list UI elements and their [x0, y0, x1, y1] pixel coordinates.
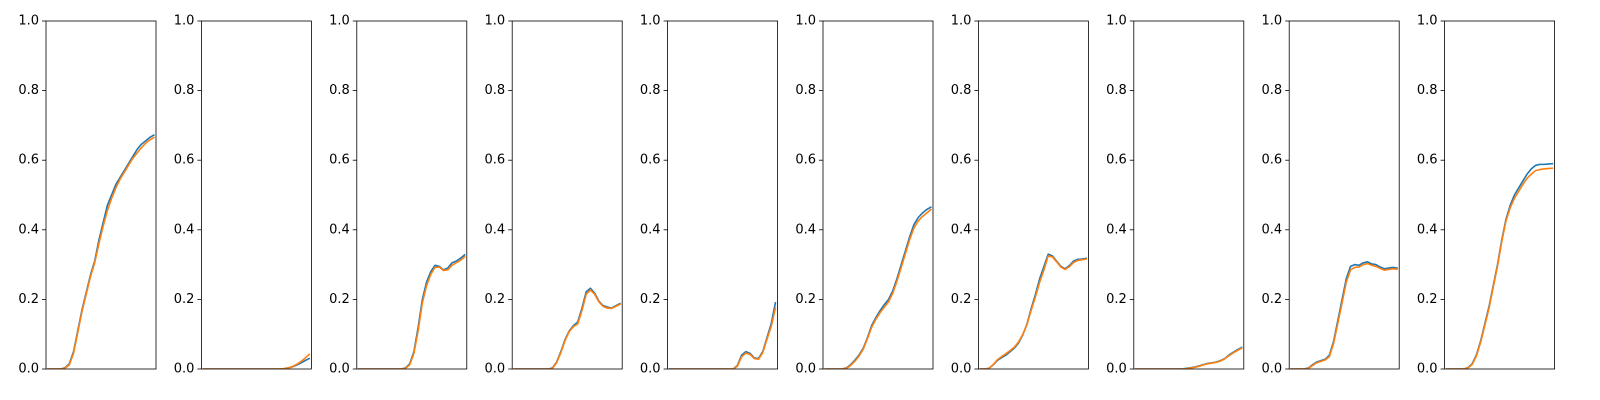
panel-8-axes-frame [1133, 20, 1245, 370]
panel-2-y-tick-label: 0.0 [174, 362, 195, 377]
panel-7-series-1-line [979, 253, 1088, 369]
panel-3-y-tick-label: 0.2 [329, 292, 350, 307]
panel-5-axes-frame [667, 20, 778, 370]
panel-2-y-tick-label: 1.0 [174, 14, 195, 29]
panel-10-y-tick-label: 1.0 [1417, 14, 1438, 29]
panel-10-y-tick-label: 0.8 [1417, 83, 1438, 98]
panel-9-y-tick-label: 0.4 [1262, 222, 1283, 237]
panel-6-y-tick-label: 0.6 [795, 153, 816, 168]
panel-2-y-tick-label: 0.4 [174, 222, 195, 237]
panel-1-y-tick-label: 0.6 [18, 153, 39, 168]
panel-10-y-tick-label: 0.0 [1417, 362, 1438, 377]
panel-2-y-tick-label: 0.8 [174, 83, 195, 98]
panel-4-y-tick-label: 0.2 [485, 292, 506, 307]
panel-4-y-tick-label: 0.4 [485, 222, 506, 237]
panel-3-y-tick-label: 1.0 [329, 14, 350, 29]
panel-6-y-tick-label: 0.2 [795, 292, 816, 307]
panel-3-series-1-line [358, 253, 466, 369]
panel-5-y-tick-label: 0.4 [640, 222, 661, 237]
panel-2-axes-frame [200, 20, 312, 370]
panel-2-series-1-line [202, 357, 311, 369]
panel-8-series-2-line [1135, 347, 1243, 369]
panel-9-y-tick-label: 1.0 [1262, 14, 1283, 29]
panel-5-y-tick-label: 0.2 [640, 292, 661, 307]
panel-3-y-tick-label: 0.4 [329, 222, 350, 237]
panel-3-y-tick-label: 0.8 [329, 83, 350, 98]
panel-9-series-1-line [1290, 261, 1398, 369]
panel-4-series-1-line [513, 287, 622, 369]
panel-10-y-tick-label: 0.2 [1417, 292, 1438, 307]
panel-5-series-2-line [668, 307, 777, 369]
panel-4-y-tick-label: 0.8 [485, 83, 506, 98]
panel-4-y-tick-label: 1.0 [485, 14, 506, 29]
panel-4-y-tick-label: 0.6 [485, 153, 506, 168]
panel-6-y-tick-label: 0.8 [795, 83, 816, 98]
panel-2-y-tick-label: 0.6 [174, 153, 195, 168]
panel-5-y-tick-label: 1.0 [640, 14, 661, 29]
panel-8-y-tick-label: 0.2 [1106, 292, 1127, 307]
panel-7-y-tick-label: 0.6 [951, 153, 972, 168]
panel-1-axes-frame [45, 20, 157, 370]
panel-2-series-2-line [202, 353, 311, 369]
panel-6-y-tick-label: 1.0 [795, 14, 816, 29]
panel-3-axes-frame [356, 20, 468, 370]
panel-3-series-2-line [358, 255, 466, 369]
panel-6-series-2-line [824, 208, 932, 369]
panel-8-y-tick-label: 0.4 [1106, 222, 1127, 237]
panel-6-series-1-line [824, 206, 932, 369]
panel-7-y-tick-label: 0.8 [951, 83, 972, 98]
panel-9-y-tick-label: 0.8 [1262, 83, 1283, 98]
panel-3-y-tick-label: 0.0 [329, 362, 350, 377]
panel-7-y-tick-label: 0.4 [951, 222, 972, 237]
panel-1-y-tick-label: 0.4 [18, 222, 39, 237]
panel-10-y-tick-label: 0.6 [1417, 153, 1438, 168]
panel-8-y-tick-label: 0.0 [1106, 362, 1127, 377]
panel-9-y-tick-label: 0.0 [1262, 362, 1283, 377]
panel-1-y-tick-label: 0.0 [18, 362, 39, 377]
panel-8-y-tick-label: 0.6 [1106, 153, 1127, 168]
panel-5-y-tick-label: 0.0 [640, 362, 661, 377]
panel-7-y-tick-label: 1.0 [951, 14, 972, 29]
panel-10-y-tick-label: 0.4 [1417, 222, 1438, 237]
panel-9-series-2-line [1290, 262, 1398, 369]
panel-6-y-tick-label: 0.0 [795, 362, 816, 377]
panel-9-y-tick-label: 0.2 [1262, 292, 1283, 307]
panel-7-axes-frame [978, 20, 1089, 370]
panel-6-y-tick-label: 0.4 [795, 222, 816, 237]
panel-1-y-tick-label: 0.2 [18, 292, 39, 307]
panel-9-y-tick-label: 0.6 [1262, 153, 1283, 168]
panel-7-y-tick-label: 0.2 [951, 292, 972, 307]
panel-2-y-tick-label: 0.2 [174, 292, 195, 307]
panel-5-y-tick-label: 0.6 [640, 153, 661, 168]
panel-3-y-tick-label: 0.6 [329, 153, 350, 168]
panel-1-series-1-line [47, 134, 155, 369]
panel-10-series-2-line [1446, 167, 1554, 369]
panel-10-axes-frame [1444, 20, 1555, 370]
panel-7-series-2-line [979, 255, 1088, 369]
panel-1-series-2-line [47, 136, 155, 369]
panel-5-y-tick-label: 0.8 [640, 83, 661, 98]
panel-1-y-tick-label: 0.8 [18, 83, 39, 98]
panel-4-series-2-line [513, 289, 622, 369]
panel-8-y-tick-label: 1.0 [1106, 14, 1127, 29]
panel-10-series-1-line [1446, 162, 1554, 369]
panel-4-axes-frame [511, 20, 623, 370]
panel-6-axes-frame [822, 20, 934, 370]
panel-1-y-tick-label: 1.0 [18, 14, 39, 29]
panel-7-y-tick-label: 0.0 [951, 362, 972, 377]
panel-9-axes-frame [1288, 20, 1400, 370]
panel-4-y-tick-label: 0.0 [485, 362, 506, 377]
panel-8-y-tick-label: 0.8 [1106, 83, 1127, 98]
